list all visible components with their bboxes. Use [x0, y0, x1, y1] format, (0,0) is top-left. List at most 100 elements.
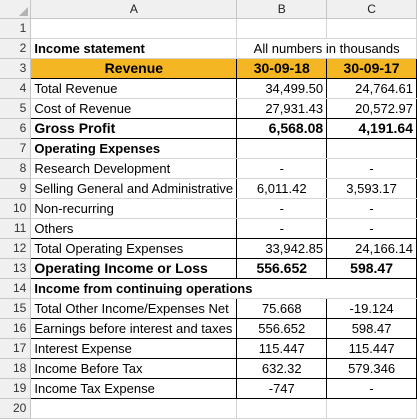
- table-row: 6 Gross Profit 6,568.08 4,191.64: [0, 118, 417, 139]
- units-note-cell[interactable]: All numbers in thousands: [236, 38, 417, 59]
- row-label-cell[interactable]: Others: [30, 218, 238, 239]
- cell[interactable]: [236, 18, 328, 39]
- row-header[interactable]: 5: [0, 98, 32, 119]
- revenue-header-cell[interactable]: Revenue: [30, 58, 238, 79]
- table-row: 19 Income Tax Expense -747 -: [0, 378, 417, 399]
- row-header[interactable]: 12: [0, 238, 32, 259]
- value-cell-2017[interactable]: -19.124: [326, 298, 417, 319]
- table-row: 11 Others - -: [0, 218, 417, 239]
- row-label-cell[interactable]: Cost of Revenue: [30, 98, 238, 119]
- value-cell-2018[interactable]: 6,568.08: [236, 118, 328, 139]
- value-cell-2018[interactable]: 556.652: [236, 318, 328, 339]
- row-header[interactable]: 2: [0, 38, 32, 59]
- row-header[interactable]: 18: [0, 358, 32, 379]
- row-header[interactable]: 11: [0, 218, 32, 239]
- row-header[interactable]: 16: [0, 318, 32, 339]
- table-row: 7 Operating Expenses: [0, 138, 417, 159]
- row-header[interactable]: 7: [0, 138, 32, 159]
- date-header-2017[interactable]: 30-09-17: [326, 58, 417, 79]
- value-cell-2017[interactable]: 115.447: [326, 338, 417, 359]
- value-cell-2017[interactable]: 3,593.17: [326, 178, 417, 199]
- row-header[interactable]: 4: [0, 78, 32, 99]
- value-cell-2017[interactable]: 598.47: [326, 318, 417, 339]
- value-cell-2017[interactable]: -: [326, 158, 417, 179]
- row-label-cell[interactable]: Total Operating Expenses: [30, 238, 238, 259]
- value-cell-2018[interactable]: [236, 138, 328, 159]
- select-all-corner[interactable]: [0, 0, 32, 19]
- row-label-cell[interactable]: Gross Profit: [30, 118, 238, 139]
- row-label-cell[interactable]: Income Tax Expense: [30, 378, 238, 399]
- value-cell-2017[interactable]: -: [326, 378, 417, 399]
- value-cell-2018[interactable]: 34,499.50: [236, 78, 328, 99]
- row-label-cell[interactable]: Operating Income or Loss: [30, 258, 238, 279]
- column-header-row: A B C: [0, 0, 417, 19]
- row-label-cell[interactable]: Interest Expense: [30, 338, 238, 359]
- value-cell-2017[interactable]: 598.47: [326, 258, 417, 279]
- table-row: 16 Earnings before interest and taxes 55…: [0, 318, 417, 339]
- row-label-cell[interactable]: Total Other Income/Expenses Net: [30, 298, 238, 319]
- value-cell-2017[interactable]: -: [326, 218, 417, 239]
- value-cell-2018[interactable]: -: [236, 198, 328, 219]
- row-header[interactable]: 15: [0, 298, 32, 319]
- table-row: 17 Interest Expense 115.447 115.447: [0, 338, 417, 359]
- cell[interactable]: [326, 398, 417, 419]
- value-cell-2018[interactable]: 115.447: [236, 338, 328, 359]
- value-cell-2017[interactable]: [326, 138, 417, 159]
- date-header-2018[interactable]: 30-09-18: [236, 58, 328, 79]
- value-cell-2018[interactable]: 6,011.42: [236, 178, 328, 199]
- column-header-c[interactable]: C: [326, 0, 417, 19]
- row-label-cell[interactable]: Non-recurring: [30, 198, 238, 219]
- select-all-triangle-icon: [19, 7, 29, 16]
- table-row: 18 Income Before Tax 632.32 579.346: [0, 358, 417, 379]
- table-row: 1: [0, 18, 417, 39]
- column-header-a[interactable]: A: [30, 0, 238, 19]
- section-label-cell[interactable]: Income from continuing operations: [30, 278, 417, 299]
- statement-title-cell[interactable]: Income statement: [30, 38, 238, 59]
- value-cell-2017[interactable]: 20,572.97: [326, 98, 417, 119]
- value-cell-2017[interactable]: 24,166.14: [326, 238, 417, 259]
- row-header[interactable]: 1: [0, 18, 32, 39]
- column-header-b[interactable]: B: [236, 0, 328, 19]
- value-cell-2017[interactable]: 4,191.64: [326, 118, 417, 139]
- value-cell-2018[interactable]: 33,942.85: [236, 238, 328, 259]
- row-header[interactable]: 13: [0, 258, 32, 279]
- table-row: 15 Total Other Income/Expenses Net 75.66…: [0, 298, 417, 319]
- value-cell-2018[interactable]: 75.668: [236, 298, 328, 319]
- table-row: 13 Operating Income or Loss 556.652 598.…: [0, 258, 417, 279]
- row-label-cell[interactable]: Research Development: [30, 158, 238, 179]
- section-label-cell[interactable]: Operating Expenses: [30, 138, 238, 159]
- row-header[interactable]: 20: [0, 398, 32, 419]
- row-header[interactable]: 19: [0, 378, 32, 399]
- table-row: 12 Total Operating Expenses 33,942.85 24…: [0, 238, 417, 259]
- row-header[interactable]: 8: [0, 158, 32, 179]
- row-header[interactable]: 17: [0, 338, 32, 359]
- table-row: 4 Total Revenue 34,499.50 24,764.61: [0, 78, 417, 99]
- value-cell-2018[interactable]: -747: [236, 378, 328, 399]
- row-header[interactable]: 3: [0, 58, 32, 79]
- value-cell-2018[interactable]: 27,931.43: [236, 98, 328, 119]
- table-row: 9 Selling General and Administrative 6,0…: [0, 178, 417, 199]
- table-row: 5 Cost of Revenue 27,931.43 20,572.97: [0, 98, 417, 119]
- table-row: 2 Income statement All numbers in thousa…: [0, 38, 417, 59]
- row-label-cell[interactable]: Earnings before interest and taxes: [30, 318, 238, 339]
- table-row: 20: [0, 398, 417, 419]
- row-label-cell[interactable]: Selling General and Administrative: [30, 178, 238, 199]
- row-label-cell[interactable]: Total Revenue: [30, 78, 238, 99]
- cell[interactable]: [326, 18, 417, 39]
- value-cell-2018[interactable]: 556.652: [236, 258, 328, 279]
- row-header[interactable]: 9: [0, 178, 32, 199]
- cell[interactable]: [30, 18, 238, 39]
- value-cell-2017[interactable]: -: [326, 198, 417, 219]
- value-cell-2018[interactable]: -: [236, 158, 328, 179]
- row-label-cell[interactable]: Income Before Tax: [30, 358, 238, 379]
- value-cell-2017[interactable]: 579.346: [326, 358, 417, 379]
- row-header[interactable]: 14: [0, 278, 32, 299]
- row-header[interactable]: 6: [0, 118, 32, 139]
- row-header[interactable]: 10: [0, 198, 32, 219]
- value-cell-2017[interactable]: 24,764.61: [326, 78, 417, 99]
- value-cell-2018[interactable]: 632.32: [236, 358, 328, 379]
- cell[interactable]: [236, 398, 328, 419]
- value-cell-2018[interactable]: -: [236, 218, 328, 239]
- cell[interactable]: [30, 398, 238, 419]
